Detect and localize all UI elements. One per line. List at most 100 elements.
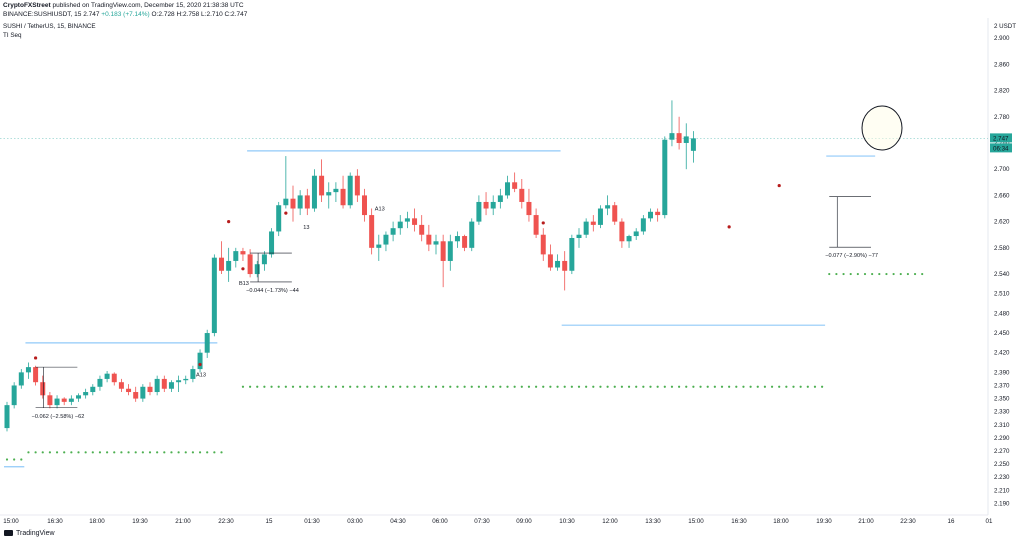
x-tick-label: 04:30 (390, 518, 406, 525)
candle-body (311, 175, 317, 209)
stop-dot (499, 385, 502, 388)
stop-dot (184, 451, 187, 454)
y-tick-label: 2.290 (994, 435, 1010, 442)
sequence-tag: A13 (375, 207, 385, 213)
candle-body (190, 369, 196, 379)
signal-marker (777, 183, 781, 188)
stop-dot (842, 272, 845, 276)
stop-dot (713, 385, 716, 388)
measure-label: −0.044 (−1.73%) −44 (246, 288, 299, 294)
stop-dot (420, 385, 423, 388)
stop-dot (27, 451, 30, 454)
x-tick-label: 13:30 (645, 518, 661, 525)
candle-body (118, 382, 124, 389)
candle-body (476, 201, 482, 222)
stop-dot (871, 272, 874, 276)
stop-dot (627, 385, 631, 388)
stop-dot (377, 385, 380, 388)
stop-dot (785, 385, 788, 388)
candle-body (18, 372, 24, 386)
stop-dot (749, 385, 752, 388)
candle-body (440, 241, 446, 261)
signal-marker (727, 225, 731, 229)
candle-body (140, 386, 146, 399)
x-tick-label: 16 (948, 518, 955, 525)
x-tick-label: 07:30 (474, 518, 490, 525)
candle-body (240, 251, 246, 255)
stop-dot (256, 385, 259, 388)
candle-body (126, 388, 132, 393)
y-tick-label: 2.310 (994, 422, 1010, 429)
stop-dot (77, 451, 80, 454)
x-tick-label: 01 (986, 518, 993, 525)
candle-body (233, 251, 239, 261)
candle-body (490, 201, 496, 209)
candle-body (540, 234, 546, 255)
candle-body (54, 398, 60, 406)
header-publisher: CryptoFXStreet published on TradingView.… (3, 1, 244, 10)
signal-marker (284, 211, 288, 215)
stop-dot (849, 272, 852, 276)
stop-dot (463, 385, 466, 388)
candle-body (369, 215, 375, 248)
y-tick-label: 2.480 (994, 310, 1010, 317)
x-tick-label: 19:30 (132, 518, 148, 525)
y-tick-label: 2.210 (994, 487, 1010, 494)
candle-body (261, 254, 267, 265)
stop-dot (792, 385, 795, 388)
signal-marker (198, 362, 202, 367)
candle-body (648, 211, 653, 219)
candle-body (340, 188, 346, 206)
stop-dot (220, 451, 223, 454)
stop-dot (449, 385, 452, 388)
signal-marker (241, 267, 245, 271)
candle-body (383, 234, 389, 245)
y-tick-label: 2.420 (994, 350, 1010, 357)
y-tick-label: 2.390 (994, 369, 1010, 376)
stop-dot (334, 385, 337, 388)
candle-body (640, 218, 646, 232)
stop-dot (349, 385, 352, 388)
stop-dot (470, 385, 473, 388)
stop-dot (535, 385, 538, 388)
candle-body (40, 382, 46, 396)
stop-dot (735, 385, 738, 388)
stop-dot (599, 385, 602, 388)
stop-dot (34, 451, 37, 454)
candle-body (469, 221, 475, 248)
x-tick-label: 19:30 (816, 518, 832, 525)
x-tick-label: 06:00 (432, 518, 448, 525)
stop-dot (434, 385, 438, 388)
candle-body (590, 221, 596, 225)
publisher-name: CryptoFXStreet (3, 2, 51, 9)
stop-dot (270, 385, 273, 388)
indicator-label[interactable]: TI Seq (3, 32, 22, 39)
stop-dot (206, 451, 209, 454)
stop-dot (828, 272, 831, 276)
x-tick-label: 21:00 (858, 518, 874, 525)
candle-body (447, 241, 453, 261)
stop-dot (656, 385, 659, 388)
countdown-label-bg (990, 143, 1012, 153)
stop-dot (327, 385, 330, 388)
stop-dot (492, 385, 495, 388)
candle-body (690, 138, 696, 151)
candle-body (512, 182, 518, 189)
price-change: +0.183 (+7.14%) (101, 11, 150, 18)
stop-dot (856, 272, 859, 276)
candle-body (662, 139, 668, 216)
stop-dot (799, 385, 802, 388)
candle-body (412, 218, 418, 225)
candle-body (497, 195, 503, 202)
stop-dot (892, 272, 895, 276)
candle-body (283, 198, 289, 206)
stop-dot (642, 385, 645, 388)
candle-body (254, 264, 260, 275)
stop-dot (720, 385, 724, 388)
candle-body (219, 257, 224, 271)
stop-dot (91, 451, 94, 454)
candle-body (597, 208, 603, 225)
stop-dot (556, 385, 559, 388)
y-tick-label: 2.620 (994, 219, 1010, 226)
